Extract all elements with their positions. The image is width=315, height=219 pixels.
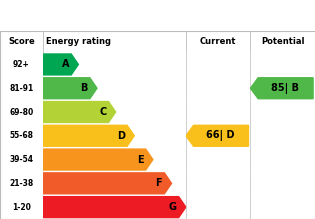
Text: Energy rating: Energy rating [46,37,111,46]
Text: 85| B: 85| B [271,83,299,94]
Text: 92+: 92+ [13,60,30,69]
Text: 81-91: 81-91 [9,84,33,93]
Polygon shape [43,173,171,194]
Polygon shape [43,149,153,170]
Polygon shape [43,102,116,122]
Polygon shape [186,125,249,146]
Text: F: F [155,178,162,188]
Polygon shape [43,78,97,99]
Polygon shape [250,78,313,99]
Text: Score: Score [8,37,35,46]
Text: Energy Efficiency Rating: Energy Efficiency Rating [9,9,172,22]
Text: 66| D: 66| D [206,130,234,141]
Polygon shape [43,197,186,217]
Text: A: A [62,59,69,69]
Text: C: C [99,107,106,117]
Polygon shape [43,125,134,146]
Text: 1-20: 1-20 [12,203,31,212]
Text: 69-80: 69-80 [9,108,33,117]
Text: G: G [169,202,177,212]
Polygon shape [43,54,78,75]
Text: 21-38: 21-38 [9,179,33,188]
Text: 39-54: 39-54 [9,155,33,164]
Text: B: B [80,83,88,93]
Text: E: E [137,155,143,164]
Text: D: D [117,131,125,141]
Text: Current: Current [200,37,236,46]
Text: 55-68: 55-68 [9,131,33,140]
Text: Potential: Potential [261,37,305,46]
